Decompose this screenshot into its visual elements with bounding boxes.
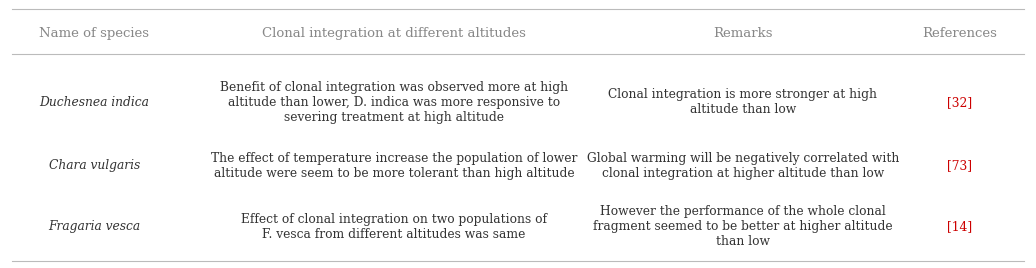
Text: Remarks: Remarks — [713, 27, 773, 40]
Text: References: References — [922, 27, 997, 40]
Text: However the performance of the whole clonal
fragment seemed to be better at high: However the performance of the whole clo… — [593, 205, 893, 248]
Text: Global warming will be negatively correlated with
clonal integration at higher a: Global warming will be negatively correl… — [586, 152, 899, 180]
Text: Clonal integration is more stronger at high
altitude than low: Clonal integration is more stronger at h… — [608, 88, 877, 116]
Text: Benefit of clonal integration was observed more at high
altitude than lower, D. : Benefit of clonal integration was observ… — [220, 81, 568, 124]
Text: Name of species: Name of species — [39, 27, 149, 40]
Text: The effect of temperature increase the population of lower
altitude were seem to: The effect of temperature increase the p… — [210, 152, 577, 180]
Text: [32]: [32] — [947, 96, 972, 109]
Text: Fragaria vesca: Fragaria vesca — [49, 220, 141, 233]
Text: [73]: [73] — [947, 159, 972, 172]
Text: Duchesnea indica: Duchesnea indica — [39, 96, 149, 109]
Text: Clonal integration at different altitudes: Clonal integration at different altitude… — [262, 27, 526, 40]
Text: Effect of clonal integration on two populations of
F. vesca from different altit: Effect of clonal integration on two popu… — [241, 213, 547, 241]
Text: Chara vulgaris: Chara vulgaris — [49, 159, 140, 172]
Text: [14]: [14] — [947, 220, 972, 233]
